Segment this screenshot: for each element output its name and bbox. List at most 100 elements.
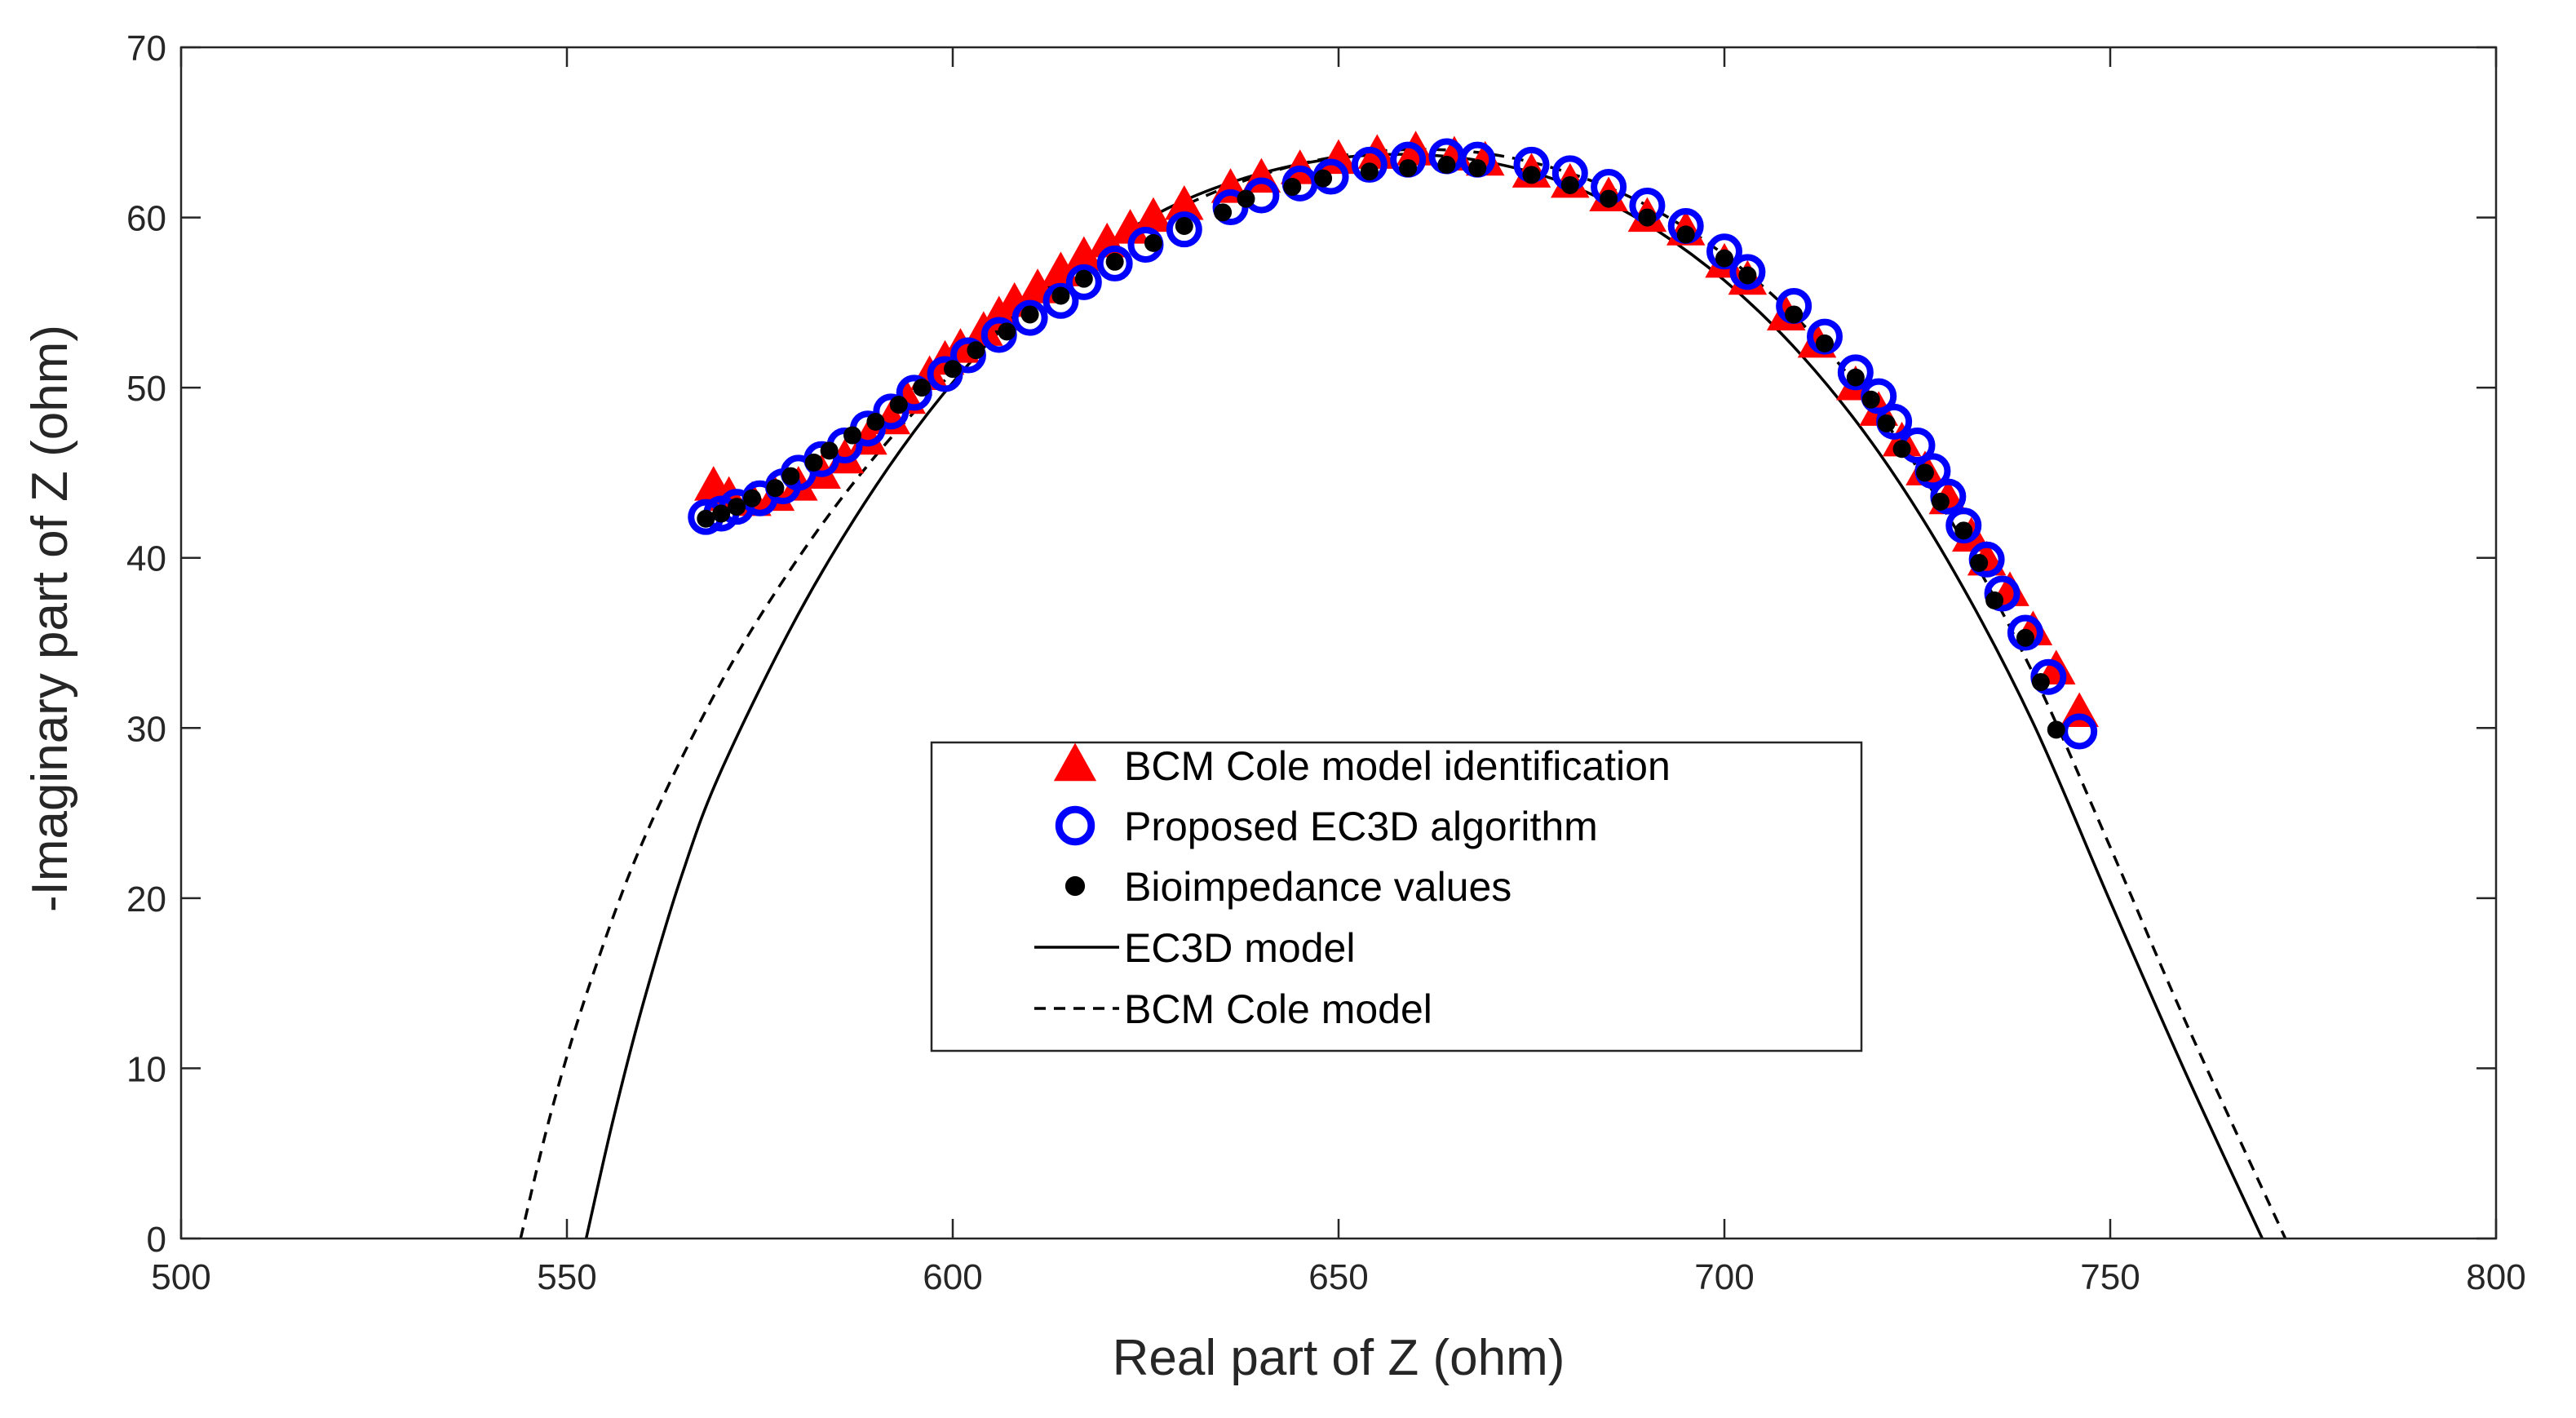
bioimpedance-point bbox=[1468, 159, 1487, 178]
y-tick-label: 40 bbox=[126, 539, 166, 579]
bioimpedance-point bbox=[1214, 203, 1233, 222]
ec3d-algorithm-point bbox=[1011, 299, 1048, 336]
y-tick-label: 50 bbox=[126, 369, 166, 409]
bcm-cole-point bbox=[1165, 184, 1204, 220]
legend-bcm-cole-point-swatch bbox=[1053, 742, 1097, 782]
bioimpedance-point bbox=[1360, 162, 1379, 181]
y-tick-label: 0 bbox=[147, 1220, 166, 1260]
bioimpedance-point bbox=[1237, 189, 1255, 208]
bioimpedance-point bbox=[712, 504, 731, 523]
legend-label: Proposed EC3D algorithm bbox=[1124, 804, 1598, 849]
legend-label: BCM Cole model identification bbox=[1124, 743, 1671, 789]
bioimpedance-point bbox=[766, 479, 785, 498]
bioimpedance-point bbox=[1815, 334, 1834, 352]
bioimpedance-point bbox=[1283, 178, 1302, 197]
bioimpedance-point bbox=[843, 426, 862, 445]
bioimpedance-point bbox=[728, 498, 746, 516]
legend-entry: Bioimpedance values bbox=[1064, 864, 1512, 910]
bioimpedance-point bbox=[781, 467, 800, 485]
bioimpedance-point bbox=[1676, 225, 1695, 244]
bioimpedance-point bbox=[944, 360, 962, 379]
bioimpedance-point bbox=[913, 379, 932, 397]
bioimpedance-point bbox=[697, 509, 715, 528]
bioimpedance-point bbox=[1846, 368, 1865, 387]
bioimpedance-point-series bbox=[697, 155, 2065, 739]
bioimpedance-point bbox=[1051, 286, 1070, 305]
bioimpedance-point bbox=[2016, 628, 2034, 647]
bioimpedance-point bbox=[1399, 159, 1418, 178]
legend-entry: Proposed EC3D algorithm bbox=[1055, 804, 1598, 849]
bioimpedance-point bbox=[743, 489, 762, 507]
bioimpedance-point bbox=[1931, 492, 1950, 511]
model-curves bbox=[519, 148, 2287, 1239]
plot-frame bbox=[179, 46, 2498, 1240]
bcm-cole-point bbox=[1110, 209, 1150, 244]
bioimpedance-point bbox=[1560, 175, 1579, 194]
bcm-cole-point bbox=[1134, 197, 1173, 233]
bioimpedance-point bbox=[1985, 591, 2004, 609]
bioimpedance-point bbox=[820, 441, 839, 460]
x-tick-label: 750 bbox=[2080, 1257, 2140, 1297]
y-tick-label: 60 bbox=[126, 199, 166, 239]
ec3d-algorithm-point-series bbox=[688, 138, 2098, 750]
bioimpedance-point bbox=[1738, 266, 1757, 285]
legend-bioimpedance-point-swatch bbox=[1064, 875, 1086, 897]
bioimpedance-point bbox=[1522, 166, 1541, 184]
x-tick-label: 650 bbox=[1308, 1257, 1368, 1297]
x-tick-label: 800 bbox=[2466, 1257, 2525, 1297]
y-tick-label: 30 bbox=[126, 709, 166, 749]
bioimpedance-point bbox=[1892, 440, 1911, 459]
legend-entry: BCM Cole model bbox=[1034, 986, 1432, 1032]
legend-entry: BCM Cole model identification bbox=[1053, 742, 1671, 789]
bioimpedance-point bbox=[866, 412, 885, 431]
x-tick-label: 700 bbox=[1694, 1257, 1754, 1297]
bioimpedance-point bbox=[1715, 249, 1733, 268]
bioimpedance-point bbox=[1861, 390, 1880, 409]
y-tick-label: 10 bbox=[126, 1049, 166, 1089]
bioimpedance-point bbox=[1600, 189, 1618, 208]
x-tick-label: 600 bbox=[923, 1257, 982, 1297]
ec3d-model-curve bbox=[584, 153, 2264, 1239]
bioimpedance-point bbox=[1970, 553, 1989, 572]
ec3d-algorithm-point bbox=[1096, 245, 1133, 281]
x-axis-label: Real part of Z (ohm) bbox=[1113, 1330, 1565, 1386]
legend-label: Bioimpedance values bbox=[1124, 864, 1512, 910]
bioimpedance-point bbox=[1105, 252, 1124, 271]
bioimpedance-point bbox=[889, 396, 908, 414]
axes: 500 550 600 650 700 750 800 0 10 20 30 40 50 60 70 bbox=[126, 29, 2526, 1297]
bioimpedance-point bbox=[1915, 463, 1934, 482]
bioimpedance-point bbox=[1638, 208, 1657, 227]
y-axis-ticks: 0 10 20 30 40 50 60 70 bbox=[126, 29, 2496, 1260]
ec3d-algorithm-point bbox=[1945, 507, 1982, 544]
legend-box bbox=[930, 741, 1863, 1052]
bioimpedance-point bbox=[1785, 305, 1804, 324]
ec3d-algorithm-point bbox=[1837, 354, 1874, 391]
bioimpedance-point bbox=[1175, 217, 1193, 235]
bioimpedance-point bbox=[1954, 521, 1973, 540]
legend: BCM Cole model identification Proposed EC… bbox=[930, 741, 1863, 1052]
x-axis-ticks: 500 550 600 650 700 750 800 bbox=[151, 47, 2526, 1297]
bioimpedance-point bbox=[2031, 672, 2050, 691]
ec3d-algorithm-point bbox=[2007, 614, 2043, 651]
ec3d-algorithm-point bbox=[1984, 575, 2021, 612]
x-tick-label: 550 bbox=[537, 1257, 596, 1297]
ec3d-algorithm-point bbox=[1166, 211, 1202, 248]
ec3d-algorithm-point bbox=[1729, 254, 1766, 290]
bioimpedance-point bbox=[1144, 233, 1162, 252]
bioimpedance-point bbox=[1020, 305, 1039, 324]
x-tick-label: 500 bbox=[151, 1257, 210, 1297]
bioimpedance-point bbox=[804, 453, 823, 472]
ec3d-algorithm-point bbox=[1042, 282, 1079, 319]
bioimpedance-point bbox=[967, 341, 985, 360]
y-axis-label: -Imaginary part of Z (ohm) bbox=[22, 325, 78, 912]
bioimpedance-point bbox=[2047, 720, 2065, 739]
ec3d-algorithm-point bbox=[873, 393, 910, 430]
legend-label: EC3D model bbox=[1124, 925, 1355, 971]
legend-entry: EC3D model bbox=[1034, 925, 1355, 971]
legend-label: BCM Cole model bbox=[1124, 986, 1432, 1032]
legend-ec3d-algorithm-point-swatch bbox=[1055, 805, 1095, 846]
bcm-cole-point bbox=[1064, 236, 1104, 272]
y-tick-label: 20 bbox=[126, 880, 166, 919]
bioimpedance-point bbox=[998, 322, 1016, 341]
